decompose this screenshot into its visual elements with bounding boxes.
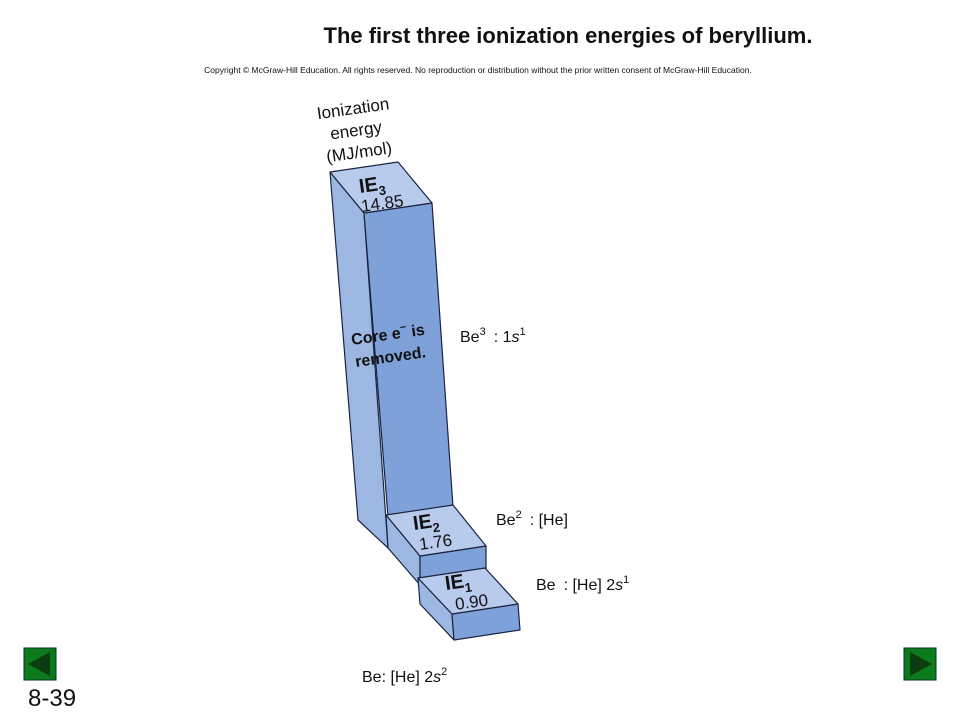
- next-arrow[interactable]: [910, 652, 932, 676]
- note: Core e− is: [350, 319, 426, 349]
- ion-charge: 3: [480, 326, 486, 338]
- bar-top: [417, 567, 519, 615]
- ion-config: Be3 : 1s1: [460, 326, 526, 346]
- note-text: is: [406, 322, 426, 341]
- configurations: Be3: 1s1 Be2: [He] Be: [He] 2s1 Be: [He]…: [362, 326, 629, 686]
- ie-subscript: 1: [464, 579, 473, 595]
- ion-exponent: 1: [623, 574, 629, 586]
- note-sup: −: [399, 321, 407, 334]
- bar-label: IE1: [444, 570, 473, 598]
- note-text: Core e: [350, 325, 402, 349]
- ie: IE: [358, 174, 380, 198]
- ground-state: Be: [He] 2s2: [362, 666, 447, 686]
- prev-arrow[interactable]: [28, 652, 50, 676]
- bar-label: IE3: [358, 173, 387, 201]
- ion-charge: 2: [516, 509, 522, 521]
- bar-top: [385, 504, 487, 557]
- axis-label: Ionization energy (MJ/mol): [316, 94, 394, 166]
- ion-symbol: Be: [460, 329, 480, 346]
- ground-state-exponent: 2: [441, 666, 447, 678]
- bar-label: IE2: [412, 510, 441, 538]
- ion-configuration: : 1: [494, 329, 512, 346]
- bar-value: 0.90: [454, 591, 489, 614]
- ie-subscript: 3: [378, 182, 387, 198]
- ion-symbol: Be: [496, 512, 516, 529]
- slide-number: 8-39: [28, 685, 76, 712]
- ion-configuration: : [He]: [530, 512, 568, 529]
- bar-labels: IE3 14.85 IE2 1.76 IE1 0.90 Core e− is r…: [350, 173, 489, 614]
- ion-symbol: Be: [536, 577, 556, 594]
- bar-ie3: [329, 161, 454, 549]
- bar-ie1: [417, 567, 521, 641]
- ie-subscript: 2: [432, 519, 441, 535]
- ie: IE: [412, 511, 434, 535]
- bar-top: [329, 161, 433, 214]
- ion-config: Be : [He] 2s1: [536, 574, 629, 594]
- copyright: Copyright © McGraw-Hill Education. All r…: [204, 65, 752, 75]
- ground-state-text: Be: [He] 2: [362, 669, 433, 686]
- next-button[interactable]: [903, 647, 937, 681]
- prev-button[interactable]: [23, 647, 57, 681]
- ion-orbital: s: [615, 577, 623, 594]
- ground-state-orbital: s: [433, 669, 441, 686]
- bar-value: 1.76: [418, 531, 453, 554]
- ion-config: Be2 : [He]: [496, 509, 568, 529]
- ie: IE: [444, 571, 466, 595]
- ion-exponent: 1: [520, 326, 526, 338]
- bar-ie2: [385, 504, 487, 586]
- slide-title: The first three ionization energies of b…: [324, 23, 813, 48]
- ion-configuration: : [He] 2: [564, 577, 616, 594]
- ion-orbital: s: [512, 329, 520, 346]
